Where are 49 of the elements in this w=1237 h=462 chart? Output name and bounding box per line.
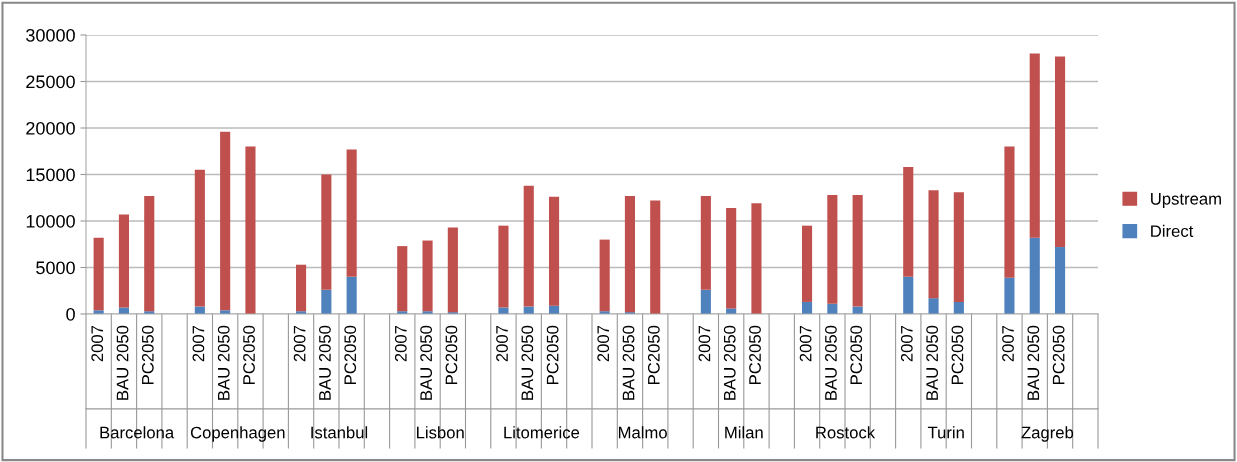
x-tick-label: 2007 [1002,325,1014,362]
x-tick-label: BAU 2050 [1027,325,1040,400]
x-tick-label: PC2050 [445,325,458,384]
x-tick-label: BAU 2050 [926,325,939,400]
x-tick-label: BAU 2050 [622,325,635,400]
text: Rostock [816,426,876,439]
x-tick-label: BAU 2050 [521,325,534,400]
x-tick-label: PC2050 [1052,325,1065,384]
text: Barcelona [100,426,175,439]
text: Litomerice [504,426,580,439]
y-tick-label: 10000 [26,214,75,228]
x-tick-label: BAU 2050 [420,325,433,400]
x-tick-label: 2007 [900,325,913,362]
x-tick-label: 2007 [394,325,407,362]
text: Zagreb [1021,426,1074,442]
y-tick-label: 25000 [26,75,75,89]
x-tick-label: BAU 2050 [116,325,129,400]
x-tick-label: 2007 [698,325,711,362]
text: Istanbul [311,426,368,439]
text: Malmo [618,426,667,439]
x-tick-label: 2007 [293,325,306,362]
x-tick-label: PC2050 [546,325,559,384]
y-tick-label: 30000 [26,28,75,42]
x-tick-label: PC2050 [647,325,660,384]
x-tick-label: PC2050 [141,325,154,384]
text: Lisbon [417,426,464,439]
x-tick-label: PC2050 [850,325,863,384]
x-tick-label: 2007 [192,325,205,362]
text: Copenhagen [190,426,285,442]
x-tick-label: PC2050 [344,325,357,384]
legend-label: Direct [1151,224,1194,238]
x-tick-label: 2007 [799,325,812,362]
x-tick-label: PC2050 [951,325,964,384]
text: Milan [725,426,763,439]
y-tick-label: 5000 [36,261,75,275]
x-tick-label: PC2050 [749,325,761,384]
x-tick-label: 2007 [597,325,610,362]
y-tick-label: 20000 [26,121,75,135]
y-tick-label: 15000 [26,168,75,182]
y-tick-label: 0 [66,307,75,321]
x-tick-label: BAU 2050 [825,325,837,400]
x-tick-label: BAU 2050 [217,325,230,400]
x-tick-label: PC2050 [243,325,255,384]
x-tick-label: BAU 2050 [319,325,331,400]
x-tick-label: 2007 [496,325,508,362]
x-tick-label: BAU 2050 [723,325,736,400]
legend-label: Upstream [1151,193,1221,209]
text: Turin [927,426,964,439]
x-tick-label: 2007 [91,325,104,362]
